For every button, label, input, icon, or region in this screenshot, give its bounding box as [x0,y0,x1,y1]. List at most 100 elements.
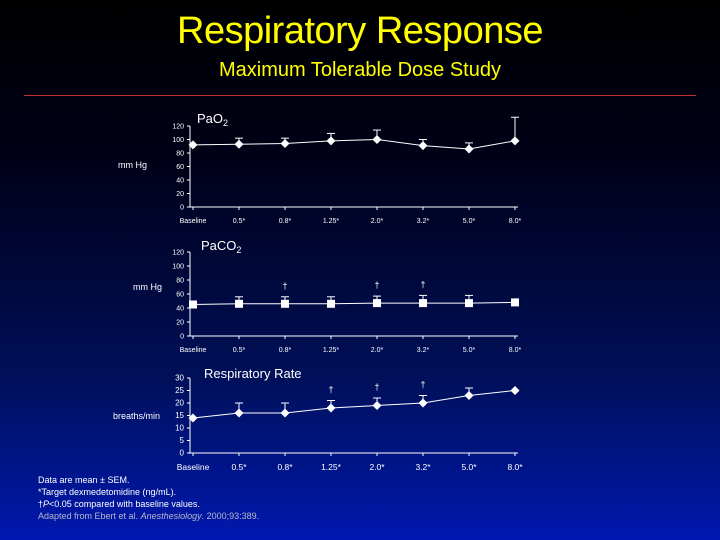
chart-title: PaO2 [197,111,228,128]
y-tick-label: 25 [175,386,184,395]
significance-mark: † [420,279,425,289]
y-tick-label: 60 [176,292,184,299]
data-point [510,386,520,395]
slide-subtitle: Maximum Tolerable Dose Study [219,59,501,81]
data-point [373,299,381,308]
chart-1: 0 20 40 60 80 100 120 Baseline 0.5* 0.8* 1.25* 2.0*… [118,111,521,225]
footnotes: Data are mean ± SEM. *Target dexmedetomi… [38,474,259,522]
y-tick-label: 20 [176,320,184,327]
y-axis-label: mm Hg [133,282,162,292]
data-point [418,398,428,408]
x-tick-label: 1.25* [323,218,340,225]
footnote-pvalue: †P<0.05 compared with baseline values. [38,498,259,510]
source-suffix: . 2000;93:389. [201,511,260,521]
series-line [192,390,516,419]
y-tick-label: 10 [175,424,184,433]
y-tick-label: 5 [180,436,185,445]
data-point [326,136,336,146]
y-tick-label: 20 [176,191,184,198]
footnote-source: Adapted from Ebert et al. Anesthesiology… [38,510,259,522]
source-prefix: Adapted from Ebert et al. [38,511,141,521]
y-tick-label: 120 [172,124,184,131]
x-tick-label: 2.0* [369,462,385,472]
x-tick-label: 0.8* [279,218,292,225]
y-axis-label: mm Hg [118,160,147,170]
y-tick-label: 30 [175,374,184,383]
y-tick-label: 20 [175,399,184,408]
chart-title: Respiratory Rate [204,366,302,381]
y-tick-label: 120 [172,250,184,257]
significance-mark: † [282,281,287,291]
source-journal: Anesthesiology [140,511,202,521]
x-tick-label: 8.0* [509,347,522,354]
significance-mark: † [374,280,379,290]
y-tick-label: 40 [176,178,184,185]
data-point [372,401,382,410]
chart-2: 0 20 40 60 80 100 120 Baseline 0.5* 0.8* 1.25* 2.0*… [133,238,521,354]
x-tick-label: 5.0* [461,462,477,472]
x-tick-label: Baseline [180,347,207,354]
x-tick-label: 5.0* [463,218,476,225]
data-point [418,141,428,151]
footnote-target: *Target dexmedetomidine (ng/mL). [38,487,177,497]
data-point [234,408,244,418]
x-tick-label: Baseline [180,218,207,225]
y-tick-label: 40 [176,306,184,313]
data-point [234,139,244,149]
data-point [280,139,290,149]
y-tick-label: 80 [176,278,184,285]
x-tick-label: 0.5* [231,462,247,472]
x-tick-label: 5.0* [463,347,476,354]
y-axis-label: breaths/min [113,411,160,421]
x-tick-label: Baseline [177,462,210,472]
x-tick-label: 0.8* [277,462,293,472]
y-tick-label: 15 [175,411,184,420]
x-tick-label: 8.0* [507,462,523,472]
x-tick-label: 8.0* [509,218,522,225]
y-tick-label: 0 [180,205,184,212]
data-point [510,136,520,146]
significance-mark: † [420,380,425,390]
x-tick-label: 2.0* [371,347,384,354]
data-point [464,144,474,154]
x-tick-label: 0.5* [233,347,246,354]
significance-mark: † [374,382,379,392]
y-tick-label: 60 [176,164,184,171]
data-point [464,391,474,400]
data-point [188,413,198,423]
chart-3: 0 5 10 15 20 25 30 Baseline 0.5* 0.8* 1.25* 2.0* 3.2… [113,366,523,472]
x-tick-label: 3.2* [417,347,430,354]
chart-title-subscript: 2 [223,118,228,128]
x-tick-label: 3.2* [415,462,431,472]
data-point [188,140,198,150]
x-tick-label: 0.5* [233,218,246,225]
chart-title-subscript: 2 [236,245,241,255]
x-tick-label: 3.2* [417,218,430,225]
data-point [372,135,382,144]
data-point [281,299,289,308]
significance-mark: † [328,385,333,395]
x-tick-label: 1.25* [323,347,340,354]
footnote-p: P [43,499,50,509]
data-point [327,299,335,308]
data-point [235,299,243,308]
title-divider [24,95,696,96]
data-point [511,298,519,307]
chart-title: PaCO2 [201,238,241,255]
x-tick-label: 1.25* [321,462,342,472]
footnote-p-rest: <0.05 compared with baseline values. [49,499,200,509]
series-line [192,138,516,150]
y-tick-label: 0 [180,449,185,458]
x-tick-label: 0.8* [279,347,292,354]
y-tick-label: 80 [176,151,184,158]
x-tick-label: 2.0* [371,218,384,225]
slide-title: Respiratory Response [177,10,543,52]
y-tick-label: 100 [172,264,184,271]
data-point [465,299,473,308]
footnote-dagger: † [38,499,44,509]
y-tick-label: 100 [172,137,184,144]
series-line [192,301,516,305]
y-tick-label: 0 [180,334,184,341]
data-point [280,408,290,418]
